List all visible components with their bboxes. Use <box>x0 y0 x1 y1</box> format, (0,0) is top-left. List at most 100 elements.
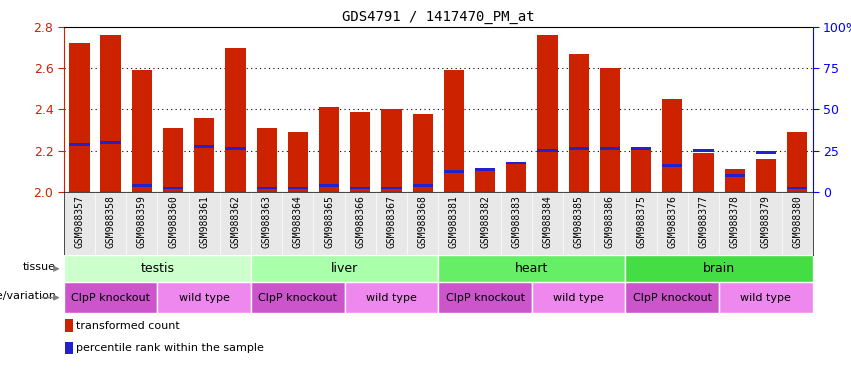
Bar <box>288 187 308 189</box>
Text: GSM988386: GSM988386 <box>605 195 615 248</box>
Bar <box>256 128 277 192</box>
Text: genotype/variation: genotype/variation <box>0 291 56 301</box>
Bar <box>251 255 438 282</box>
Bar <box>413 114 433 192</box>
Bar <box>662 99 683 192</box>
Bar <box>350 111 370 192</box>
Text: wild type: wild type <box>740 293 791 303</box>
Text: GSM988377: GSM988377 <box>699 195 709 248</box>
Bar <box>66 319 73 332</box>
Bar <box>132 70 152 192</box>
Text: ClpP knockout: ClpP knockout <box>446 293 524 303</box>
Text: percentile rank within the sample: percentile rank within the sample <box>77 343 265 353</box>
Text: GSM988366: GSM988366 <box>355 195 365 248</box>
Bar <box>537 35 557 192</box>
Bar <box>694 153 714 192</box>
Bar <box>132 184 152 187</box>
Bar <box>163 128 183 192</box>
Text: brain: brain <box>703 262 735 275</box>
Text: GSM988357: GSM988357 <box>74 195 84 248</box>
Text: GSM988381: GSM988381 <box>448 195 459 248</box>
Bar <box>256 187 277 189</box>
Text: GSM988380: GSM988380 <box>792 195 802 248</box>
Bar <box>64 255 251 282</box>
Text: testis: testis <box>140 262 174 275</box>
Bar <box>163 187 183 189</box>
Text: GSM988384: GSM988384 <box>542 195 552 248</box>
Text: GSM988359: GSM988359 <box>137 195 147 248</box>
Bar <box>69 43 89 192</box>
Text: GSM988361: GSM988361 <box>199 195 209 248</box>
Bar <box>600 147 620 150</box>
Text: ClpP knockout: ClpP knockout <box>633 293 711 303</box>
Bar <box>69 143 89 146</box>
Bar <box>756 159 776 192</box>
Bar <box>568 54 589 192</box>
Bar <box>662 164 683 167</box>
Bar <box>631 149 651 192</box>
Text: ClpP knockout: ClpP knockout <box>71 293 150 303</box>
Bar <box>251 282 345 313</box>
Text: wild type: wild type <box>366 293 417 303</box>
Bar <box>100 35 121 192</box>
Bar <box>756 151 776 154</box>
Bar <box>381 187 402 189</box>
Text: GSM988362: GSM988362 <box>231 195 241 248</box>
Text: wild type: wild type <box>179 293 230 303</box>
Bar <box>719 282 813 313</box>
Bar <box>475 168 495 170</box>
Text: GSM988368: GSM988368 <box>418 195 428 248</box>
Text: GSM988358: GSM988358 <box>106 195 116 248</box>
Bar <box>350 187 370 189</box>
Bar <box>443 170 464 173</box>
Bar <box>194 118 214 192</box>
Text: GSM988367: GSM988367 <box>386 195 397 248</box>
Bar <box>319 184 340 187</box>
Bar <box>413 184 433 187</box>
Bar <box>694 149 714 152</box>
Bar <box>381 109 402 192</box>
Bar <box>537 149 557 152</box>
Bar <box>787 132 808 192</box>
Bar <box>600 68 620 192</box>
Text: GSM988376: GSM988376 <box>667 195 677 248</box>
Text: GSM988364: GSM988364 <box>293 195 303 248</box>
Text: ClpP knockout: ClpP knockout <box>259 293 337 303</box>
Bar <box>64 282 157 313</box>
Text: GSM988363: GSM988363 <box>261 195 271 248</box>
Bar <box>319 108 340 192</box>
Bar <box>475 169 495 192</box>
Bar <box>438 282 532 313</box>
Bar <box>631 147 651 150</box>
Bar <box>787 187 808 189</box>
Text: GSM988385: GSM988385 <box>574 195 584 248</box>
Bar <box>194 145 214 148</box>
Bar <box>568 147 589 150</box>
Text: GSM988379: GSM988379 <box>761 195 771 248</box>
Bar <box>625 255 813 282</box>
Text: wild type: wild type <box>553 293 604 303</box>
Bar <box>288 132 308 192</box>
Bar <box>724 169 745 192</box>
Text: transformed count: transformed count <box>77 321 180 331</box>
Text: GSM988382: GSM988382 <box>480 195 490 248</box>
Bar <box>438 255 625 282</box>
Bar <box>157 282 251 313</box>
Text: GSM988378: GSM988378 <box>729 195 740 248</box>
Title: GDS4791 / 1417470_PM_at: GDS4791 / 1417470_PM_at <box>342 10 534 25</box>
Text: liver: liver <box>331 262 358 275</box>
Bar <box>66 341 73 354</box>
Text: GSM988365: GSM988365 <box>324 195 334 248</box>
Bar <box>345 282 438 313</box>
Bar <box>724 174 745 177</box>
Bar <box>226 147 246 150</box>
Bar <box>443 70 464 192</box>
Bar <box>532 282 625 313</box>
Text: GSM988383: GSM988383 <box>511 195 522 248</box>
Text: heart: heart <box>515 262 549 275</box>
Bar <box>625 282 719 313</box>
Text: GSM988375: GSM988375 <box>636 195 646 248</box>
Bar <box>506 163 527 192</box>
Text: tissue: tissue <box>23 262 56 273</box>
Bar <box>506 162 527 164</box>
